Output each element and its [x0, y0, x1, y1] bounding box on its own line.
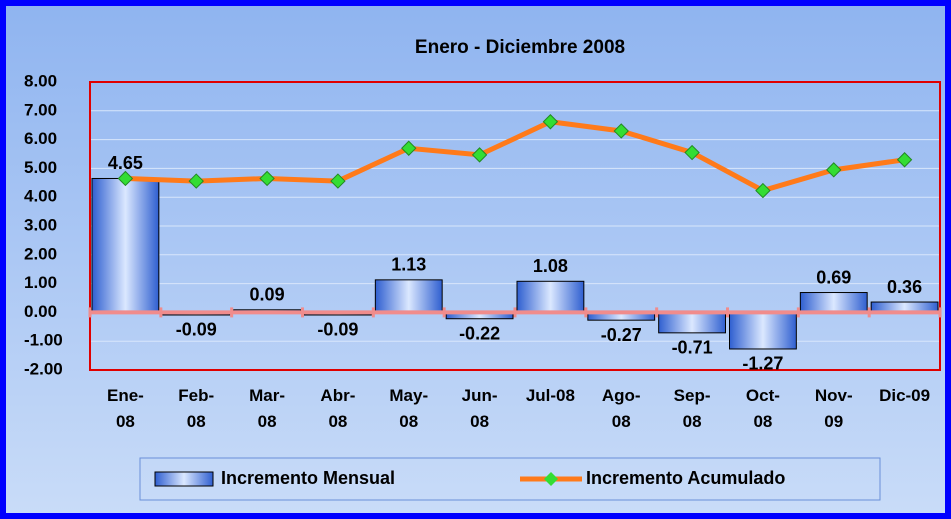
marker [613, 123, 629, 139]
y-tick-label: 1.00 [24, 273, 57, 292]
data-label: -1.27 [742, 354, 783, 374]
bar [516, 280, 585, 313]
data-label: 1.13 [391, 255, 426, 275]
marker [542, 114, 559, 130]
marker [259, 170, 275, 187]
bar [799, 292, 868, 313]
marker [330, 173, 346, 189]
data-label: 4.65 [108, 153, 143, 173]
data-label: -0.22 [459, 323, 500, 343]
y-tick-label: 4.00 [24, 187, 57, 206]
x-tick-label: Sep-08 [673, 386, 711, 431]
bar [729, 311, 797, 350]
y-tick-label: 2.00 [24, 244, 57, 263]
data-label: -0.09 [176, 320, 217, 340]
y-tick-label: 6.00 [24, 129, 57, 148]
bar [374, 279, 443, 313]
y-tick-label: 5.00 [24, 158, 57, 177]
marker [896, 152, 913, 168]
x-tick-label: May-08 [389, 386, 429, 431]
data-label: 0.69 [816, 267, 851, 287]
marker [117, 170, 134, 187]
bar [91, 177, 160, 313]
x-tick-label: Dic-09 [879, 386, 931, 405]
data-label: -0.27 [601, 325, 642, 345]
marker [188, 173, 204, 189]
chart-title: Enero - Diciembre 2008 [415, 37, 625, 58]
marker [471, 147, 488, 163]
data-label: 0.36 [887, 277, 922, 297]
data-label: 0.09 [250, 285, 285, 305]
legend-label: Incremento Acumulado [586, 468, 785, 488]
y-tick-label: 7.00 [24, 100, 57, 119]
y-tick-label: 8.00 [24, 71, 57, 90]
plot-border [89, 81, 941, 371]
y-tick-label: -2.00 [24, 359, 63, 378]
legend-swatch [154, 471, 214, 487]
x-tick-label: Ene-08 [106, 386, 144, 431]
marker [401, 140, 417, 156]
x-tick-label: Jul-08 [525, 386, 575, 405]
x-tick-label: Feb-08 [178, 386, 215, 431]
legend-box [139, 457, 881, 501]
x-tick-label: Ago-08 [601, 386, 641, 431]
legend-label: Incremento Mensual [221, 468, 395, 488]
marker [826, 162, 842, 178]
data-label: -0.71 [672, 338, 713, 358]
data-label: 1.08 [533, 256, 568, 276]
x-tick-label: Abr-08 [320, 386, 356, 431]
y-tick-label: 0.00 [24, 302, 57, 321]
marker [684, 144, 700, 161]
data-label: -0.09 [317, 320, 358, 340]
line [125, 119, 905, 194]
y-tick-label: -1.00 [24, 331, 63, 350]
legend-marker [544, 472, 558, 486]
x-tick-label: Mar-08 [249, 386, 286, 431]
x-tick-label: Jun-08 [461, 386, 498, 431]
x-tick-label: Nov-09 [814, 386, 853, 431]
bar [658, 311, 727, 334]
x-tick-label: Oct-08 [745, 386, 780, 431]
marker [755, 182, 771, 199]
y-tick-label: 3.00 [24, 215, 57, 234]
